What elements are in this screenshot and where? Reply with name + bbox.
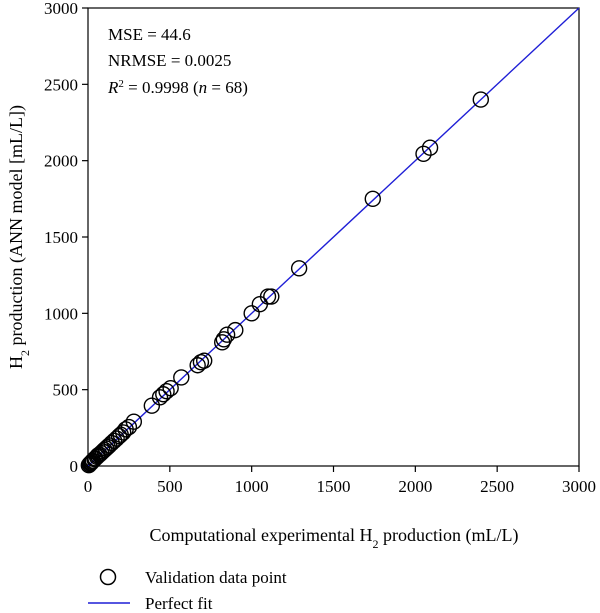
- data-point: [99, 438, 116, 456]
- x-tick-label: 500: [157, 477, 183, 496]
- data-point: [421, 139, 439, 156]
- data-point: [162, 379, 179, 397]
- data-point: [125, 413, 143, 430]
- y-axis-label: H2 production (ANN model [mL/L]): [6, 105, 32, 369]
- data-point: [227, 321, 244, 339]
- y-tick-label: 2000: [44, 152, 78, 171]
- data-point: [105, 432, 123, 450]
- nrmse-annotation: NRMSE = 0.0025: [108, 51, 231, 70]
- stats-annotation: MSE = 44.6 NRMSE = 0.0025 R2 = 0.9998 (n…: [107, 25, 248, 97]
- data-point: [94, 443, 111, 460]
- data-point: [218, 326, 236, 343]
- data-point: [215, 331, 233, 348]
- y-tick-label: 500: [53, 381, 79, 400]
- data-point: [114, 424, 132, 441]
- legend-marker-circle-icon: [99, 568, 117, 586]
- data-point: [196, 352, 213, 369]
- y-tick-label: 1500: [44, 228, 78, 247]
- data-point: [263, 288, 280, 305]
- data-point: [290, 260, 308, 277]
- x-axis-label: Computational experimental H2 production…: [150, 525, 519, 551]
- x-tick-label: 0: [84, 477, 93, 496]
- data-point: [192, 353, 210, 371]
- data-point: [472, 91, 489, 108]
- x-tick-label: 2500: [480, 477, 514, 496]
- mse-annotation: MSE = 44.6: [108, 25, 191, 44]
- data-point: [108, 430, 125, 447]
- data-point: [120, 418, 138, 436]
- y-tick-label: 2500: [44, 75, 78, 94]
- x-tick-label: 1000: [235, 477, 269, 496]
- y-tick-label: 0: [70, 457, 79, 476]
- x-tick-label: 3000: [562, 477, 596, 496]
- axis-ticks: 0 500 1000 1500 2000 2500 3000 0 500 1000 1500 2000…: [44, 0, 596, 496]
- x-tick-label: 1500: [317, 477, 351, 496]
- data-point: [415, 145, 432, 162]
- y-tick-label: 3000: [44, 0, 78, 18]
- x-tick-label: 2000: [398, 477, 432, 496]
- r2-annotation: R2 = 0.9998 (n = 68): [107, 78, 248, 97]
- y-tick-label: 1000: [44, 304, 78, 323]
- legend-label-perfect-fit: Perfect fit: [145, 594, 213, 613]
- legend: Validation data point Perfect fit: [88, 568, 287, 613]
- data-point: [151, 389, 169, 406]
- data-point: [143, 397, 161, 414]
- legend-label-validation: Validation data point: [145, 568, 287, 587]
- data-point: [364, 190, 381, 208]
- data-point: [173, 369, 190, 386]
- data-point: [243, 305, 260, 322]
- data-point: [158, 382, 175, 400]
